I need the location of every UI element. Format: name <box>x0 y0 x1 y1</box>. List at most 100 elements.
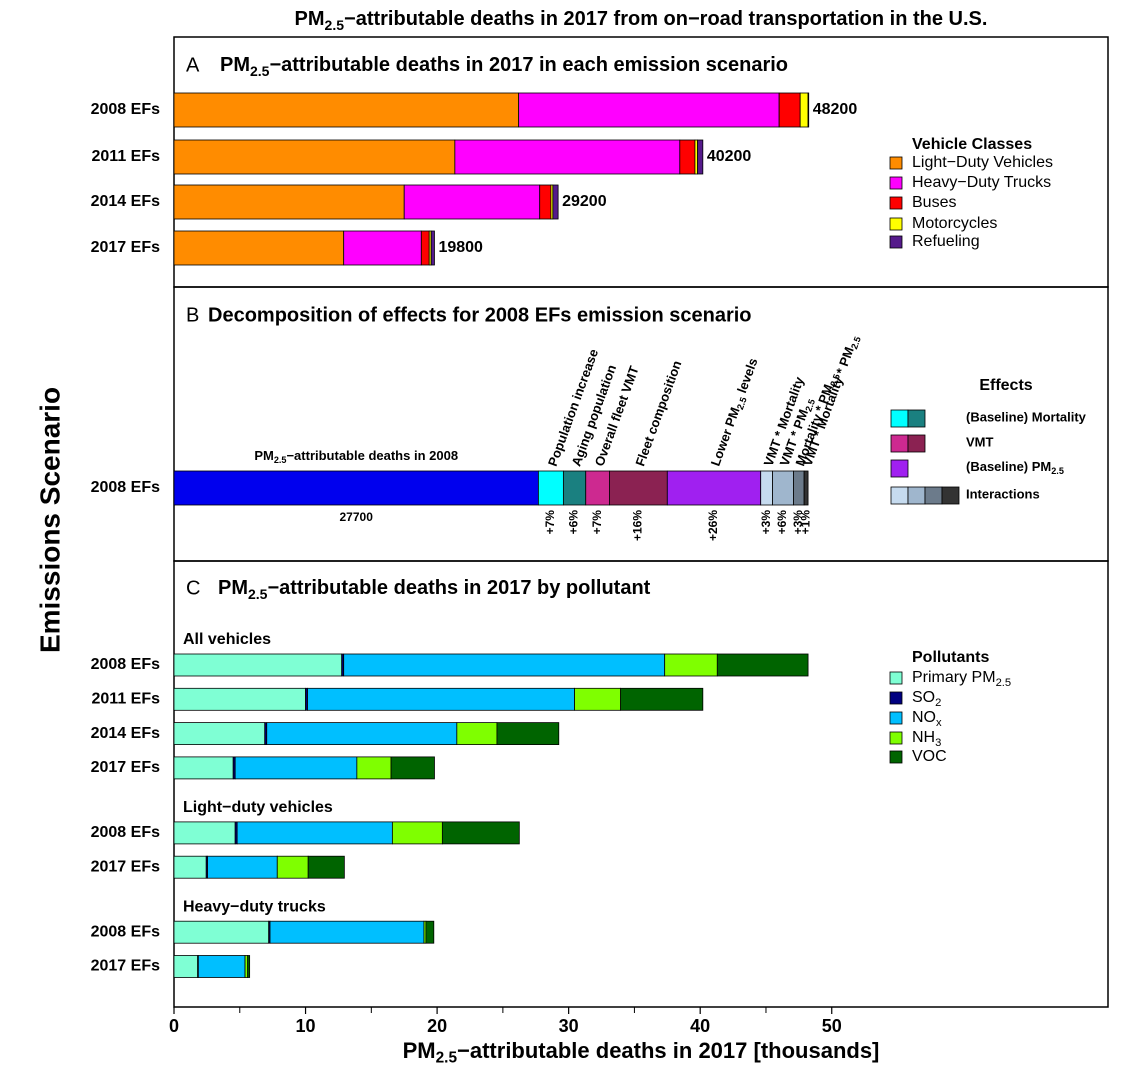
bar-segment <box>356 756 392 780</box>
segment-name-sub: 2.5 <box>735 396 749 411</box>
bar-segment <box>173 855 207 879</box>
x-tick-label: 0 <box>169 1016 179 1036</box>
legend-swatch <box>941 486 960 505</box>
legend-swatch <box>889 235 903 249</box>
legend-label: VOC <box>912 748 947 765</box>
y-tick-label: 2008 EFs <box>91 101 160 118</box>
bar-segment <box>664 653 718 677</box>
legend-label: NH3 <box>912 729 941 749</box>
bar-segment <box>207 855 278 879</box>
segment-name-part: Lower PM <box>708 405 743 468</box>
total-label: 48200 <box>813 101 858 118</box>
legend-swatch <box>907 434 926 453</box>
bar-segment <box>391 821 443 845</box>
bar-segment <box>552 184 559 220</box>
panel-title-part: −attributable deaths in 2017 by pollutan… <box>267 577 650 599</box>
bar-segment <box>778 92 801 128</box>
legend-label-sub: 2 <box>935 697 941 709</box>
percent-label: +6% <box>775 510 789 535</box>
y-tick-label: 2008 EFs <box>91 656 160 673</box>
legend-swatch <box>890 486 909 505</box>
legend-swatch <box>924 486 943 505</box>
segment-name-sub: 2.5 <box>274 455 287 465</box>
chart-title-part: PM <box>295 8 325 30</box>
percent-label: +3% <box>759 510 773 535</box>
bar-segment <box>276 855 309 879</box>
bar-segment <box>518 92 780 128</box>
legend-swatch <box>889 176 903 190</box>
bar-segment <box>803 470 809 506</box>
legend-label: Primary PM2.5 <box>912 669 1011 689</box>
legend-label: Buses <box>912 194 956 211</box>
percent-label: +3% <box>791 510 805 535</box>
legend-label-sub: 2.5 <box>1051 466 1064 476</box>
y-tick-label: 2017 EFs <box>91 239 160 256</box>
bar-segment <box>236 821 393 845</box>
panel-letter: A <box>186 54 200 76</box>
legend-label: SO2 <box>912 689 941 709</box>
bar-segment <box>266 722 458 745</box>
bar-segment <box>496 722 560 745</box>
legend-label: Motorcycles <box>912 215 997 232</box>
bar-segment <box>574 687 622 711</box>
legend-swatch <box>890 434 909 453</box>
legend-label-part: Primary PM <box>912 669 996 686</box>
segment-name-sub: 2.5 <box>829 373 843 388</box>
panel-title-part: PM <box>218 577 248 599</box>
segment-name: Lower PM2.5 levels <box>708 356 763 469</box>
legend-swatch <box>890 409 909 428</box>
y-tick-label: 2014 EFs <box>91 725 160 742</box>
bar-segment <box>307 855 345 879</box>
panel-title: PM2.5−attributable deaths in 2017 by pol… <box>218 577 651 601</box>
legend-label: VMT <box>966 434 994 449</box>
legend-swatch <box>889 711 903 725</box>
bar-segment <box>620 687 704 711</box>
chart-title: PM2.5−attributable deaths in 2017 from o… <box>295 8 988 32</box>
bar-segment <box>173 184 405 220</box>
value-label: 27700 <box>340 510 374 524</box>
percent-label: +16% <box>631 510 645 541</box>
legend-swatch <box>890 459 909 478</box>
legend-label-part: NO <box>912 709 936 726</box>
legend-swatch <box>907 486 926 505</box>
group-label: Heavy−duty trucks <box>183 898 326 915</box>
x-tick-label: 50 <box>822 1016 842 1036</box>
bar-segment <box>562 470 587 506</box>
y-tick-label: 2017 EFs <box>91 958 160 975</box>
bar-segment <box>173 470 539 506</box>
bar-segment <box>420 230 430 266</box>
bar-segment <box>173 230 345 266</box>
bar-segment <box>173 687 306 711</box>
legend-swatch <box>889 731 903 745</box>
bar-segment <box>807 92 810 128</box>
x-tick-label: 30 <box>559 1016 579 1036</box>
legend-swatch <box>907 409 926 428</box>
segment-name-part: levels <box>733 356 761 398</box>
segment-name: PM2.5−attributable deaths in 2008 <box>254 448 458 465</box>
percent-label: +7% <box>590 510 604 535</box>
bar-segment <box>173 756 234 780</box>
legend-label: NOx <box>912 709 942 729</box>
bar-segment <box>716 653 809 677</box>
bar-segment <box>454 139 681 175</box>
legend-label-sub: 2.5 <box>996 677 1012 689</box>
bar-segment <box>343 653 666 677</box>
bar-segment <box>585 470 610 506</box>
legend-title: Pollutants <box>912 649 989 666</box>
y-axis-label: Emissions Scenario <box>34 387 65 653</box>
legend-label: (Baseline) Mortality <box>966 409 1087 424</box>
segment-name-part: PM <box>254 448 274 463</box>
bar-segment <box>537 470 564 506</box>
percent-label: +26% <box>706 510 720 541</box>
bar-segment <box>269 920 425 944</box>
total-label: 19800 <box>438 239 483 256</box>
bar-segment <box>343 230 422 266</box>
legend-label: Light−Duty Vehicles <box>912 154 1053 171</box>
x-tick-label: 40 <box>690 1016 710 1036</box>
bar-segment <box>679 139 696 175</box>
y-tick-label: 2017 EFs <box>91 858 160 875</box>
bar-segment <box>173 139 456 175</box>
legend-label-part: SO <box>912 689 935 706</box>
bar-segment <box>666 470 762 506</box>
